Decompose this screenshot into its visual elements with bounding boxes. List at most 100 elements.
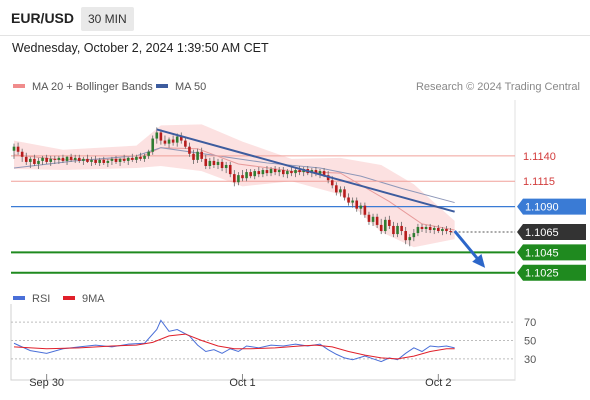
rsi-tick-50: 50 <box>524 336 536 348</box>
candle-body <box>437 227 440 232</box>
candle-body <box>12 146 16 151</box>
candle-body <box>192 153 195 160</box>
candle-body <box>277 170 281 173</box>
candle-body <box>204 158 208 166</box>
candle-body <box>441 228 444 232</box>
candle-body <box>188 146 191 154</box>
candle-body <box>388 219 391 226</box>
candle-body <box>135 156 138 160</box>
candle-body <box>212 160 216 165</box>
resistance-trendline <box>156 128 455 213</box>
legend-swatch-rsi <box>13 296 25 300</box>
candle-body <box>90 159 93 162</box>
candle-body <box>428 226 432 231</box>
rsi-panel-frame <box>10 304 516 381</box>
level-tag-text-1.1090: 1.1090 <box>525 202 559 214</box>
candle-body <box>424 226 428 229</box>
level-tag-1.1090 <box>517 198 586 215</box>
rsi-line <box>13 319 455 363</box>
candle-body <box>224 164 228 169</box>
candle-body <box>73 157 77 160</box>
candle-body <box>110 158 114 161</box>
candle-body <box>179 136 183 141</box>
candle-body <box>347 197 350 203</box>
candle-body <box>339 189 342 193</box>
candle-body <box>290 171 293 174</box>
candle-body <box>298 170 301 173</box>
candle-body <box>143 155 146 159</box>
candle-body <box>228 164 232 175</box>
candle-body <box>94 159 97 163</box>
level-tag-1.1045 <box>517 244 586 261</box>
rsi-tick-30: 30 <box>524 354 536 366</box>
candle-body <box>351 200 354 203</box>
candle-body <box>139 156 142 159</box>
candle-body <box>294 170 297 174</box>
candle-body <box>200 151 203 159</box>
candle-body <box>363 205 367 215</box>
candle-body <box>53 158 57 160</box>
candle-body <box>33 158 36 164</box>
candle-body <box>20 151 24 157</box>
candle-body <box>330 180 334 186</box>
candle-body <box>65 156 69 161</box>
candle-body <box>383 219 387 232</box>
ma50-line <box>13 147 455 204</box>
candle-body <box>102 159 106 163</box>
candle-body <box>286 171 289 175</box>
candle-body <box>69 156 73 160</box>
candle-body <box>126 157 130 161</box>
chart-timestamp: Wednesday, October 2, 2024 1:39:50 AM CE… <box>12 41 269 55</box>
candle-body <box>216 161 220 165</box>
level-label-1.1140: 1.1140 <box>523 151 556 163</box>
candle-body <box>253 171 257 177</box>
candle-body <box>371 216 375 222</box>
candle-body <box>420 226 424 229</box>
candle-body <box>392 225 395 235</box>
header-divider <box>0 35 590 36</box>
timeframe-badge[interactable]: 30 MIN <box>81 7 134 31</box>
candle-body <box>155 132 159 139</box>
candle-body <box>396 225 399 235</box>
candle-body <box>318 171 322 175</box>
rsi-ma-line <box>13 333 455 360</box>
candle-body <box>269 169 273 174</box>
candle-body <box>233 174 236 183</box>
candle-body <box>151 138 155 152</box>
x-tick-label: Oct 2 <box>425 377 451 389</box>
candle-body <box>49 158 53 162</box>
candle-body <box>24 156 28 162</box>
candle-body <box>416 226 420 234</box>
legend-label-ma50: MA 50 <box>175 81 206 93</box>
candle-body <box>163 140 167 144</box>
candle-body <box>147 151 150 156</box>
legend-label-bollinger: MA 20 + Bollinger Bands <box>32 81 153 93</box>
candle-body <box>167 139 171 144</box>
candle-body <box>359 205 363 209</box>
candle-body <box>400 225 403 232</box>
candle-body <box>184 140 187 147</box>
instrument-title: EUR/USD <box>11 10 75 26</box>
watermark-text: Research © 2024 Trading Central <box>416 81 580 93</box>
legend-label-rsi: RSI <box>32 293 50 305</box>
candle-body <box>98 159 101 163</box>
candle-body <box>408 237 412 241</box>
candle-body <box>45 157 48 162</box>
candle-body <box>29 158 32 162</box>
candle-body <box>432 227 436 231</box>
candle-body <box>86 158 89 162</box>
candle-body <box>131 157 134 160</box>
candle-body <box>118 158 122 162</box>
candle-body <box>245 172 248 179</box>
candle-body <box>106 160 110 163</box>
candle-body <box>355 200 359 209</box>
candle-body <box>175 136 179 143</box>
legend-swatch-ma50 <box>156 84 168 88</box>
level-label-1.1115: 1.1115 <box>523 176 555 188</box>
level-tag-1.1025 <box>517 264 586 281</box>
candle-body <box>171 139 175 143</box>
legend-swatch-9ma <box>63 296 75 300</box>
candle-body <box>335 185 338 193</box>
candle-body <box>379 224 383 232</box>
